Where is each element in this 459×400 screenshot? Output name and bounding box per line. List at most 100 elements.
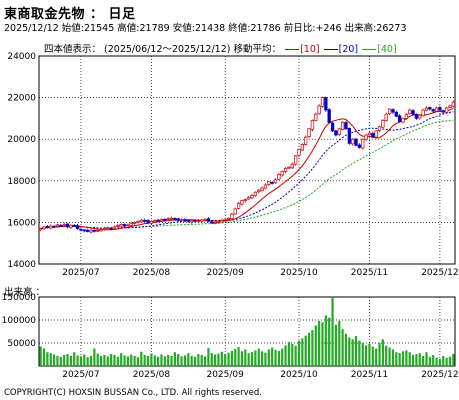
volume-bar bbox=[435, 357, 438, 366]
candle-body bbox=[324, 97, 328, 111]
ma40-line bbox=[40, 120, 454, 230]
candle-body bbox=[428, 107, 432, 110]
volume-bar bbox=[311, 330, 314, 366]
volume-bar bbox=[39, 346, 42, 366]
ma10-label: [10] bbox=[300, 44, 320, 55]
volume-bar bbox=[59, 356, 62, 366]
volume-bar bbox=[126, 356, 130, 366]
candle-body bbox=[139, 219, 143, 223]
candle-body bbox=[421, 109, 425, 117]
candle-body bbox=[210, 221, 214, 224]
candle-body bbox=[223, 218, 227, 221]
volume-bar bbox=[411, 354, 415, 366]
volume-bar bbox=[297, 340, 301, 366]
candle-body bbox=[357, 144, 362, 148]
candle-body bbox=[163, 218, 167, 221]
candle-body bbox=[72, 224, 76, 227]
candle-body bbox=[189, 219, 194, 223]
volume-bar bbox=[106, 356, 109, 366]
volume-bar bbox=[448, 356, 452, 366]
price-tick-label: 20000 bbox=[7, 135, 36, 145]
volume-bar bbox=[49, 353, 52, 366]
candle-body bbox=[62, 224, 66, 226]
volume-bar bbox=[193, 356, 197, 366]
volume-bar bbox=[69, 355, 72, 366]
volume-bar bbox=[314, 325, 317, 366]
volume-bar bbox=[452, 353, 455, 366]
candle-body bbox=[434, 107, 439, 112]
volume-bar bbox=[267, 349, 270, 366]
volume-bar bbox=[321, 322, 324, 366]
candle-body bbox=[226, 217, 231, 220]
candle-body bbox=[119, 224, 123, 227]
volume-bar bbox=[368, 343, 371, 366]
candle-body bbox=[381, 120, 385, 128]
candle-body bbox=[364, 134, 368, 140]
volume-bar bbox=[271, 347, 274, 366]
volume-bar bbox=[341, 329, 344, 366]
volume-bar bbox=[408, 352, 411, 366]
candle-body bbox=[451, 101, 455, 107]
volume-bar bbox=[398, 353, 401, 366]
candle-body bbox=[69, 224, 73, 228]
volume-bar bbox=[395, 352, 398, 366]
volume-bar bbox=[388, 347, 391, 366]
volume-bar bbox=[304, 335, 307, 366]
legend: 四本値表示： (2025/06/12〜2025/12/12) 移動平均： [10… bbox=[44, 44, 397, 55]
candle-body bbox=[367, 132, 372, 135]
volume-bar bbox=[415, 354, 418, 366]
volume-x-tick-label: 2025/09 bbox=[206, 370, 244, 380]
volume-bar bbox=[405, 350, 408, 366]
candle-body bbox=[75, 225, 80, 229]
candle-body bbox=[45, 226, 50, 228]
volume-bar bbox=[227, 352, 230, 366]
price-tick-label: 22000 bbox=[7, 94, 36, 104]
volume-bar bbox=[220, 351, 223, 366]
volume-bar bbox=[120, 353, 123, 366]
info-high-label: 高値 bbox=[117, 23, 137, 34]
volume-bar bbox=[324, 315, 327, 366]
ma40-swatch bbox=[362, 49, 377, 50]
volume-bar bbox=[52, 354, 56, 366]
candle-body bbox=[85, 229, 90, 232]
price-tick-label: 24000 bbox=[7, 52, 36, 62]
candle-body bbox=[206, 218, 211, 222]
volume-bar bbox=[110, 354, 113, 366]
volume-bar bbox=[247, 353, 250, 366]
candle-body bbox=[143, 219, 147, 222]
candle-body bbox=[132, 222, 137, 224]
candle-body bbox=[146, 219, 150, 224]
price-x-tick-label: 2025/12 bbox=[421, 268, 458, 278]
info-low: 21438 bbox=[194, 23, 226, 34]
candle-body bbox=[314, 113, 318, 121]
volume-bar bbox=[348, 337, 351, 366]
candle-body bbox=[408, 109, 412, 115]
candle-body bbox=[290, 163, 294, 169]
candle-body bbox=[89, 229, 93, 233]
info-change-label: 前日比 bbox=[283, 23, 313, 34]
candle-body bbox=[300, 144, 305, 151]
candle-body bbox=[166, 218, 170, 221]
candle-body bbox=[129, 223, 133, 226]
volume-bar bbox=[146, 355, 150, 366]
candle-body bbox=[404, 113, 409, 119]
volume-bar bbox=[103, 354, 106, 366]
candle-body bbox=[116, 225, 120, 227]
volume-bar bbox=[284, 345, 287, 366]
candle-body bbox=[327, 109, 331, 123]
volume-bar bbox=[385, 345, 388, 366]
volume-bar bbox=[425, 352, 428, 366]
candle-body bbox=[340, 122, 345, 130]
price-x-tick-label: 2025/07 bbox=[62, 268, 99, 278]
volume-bar bbox=[167, 354, 170, 366]
candle-body bbox=[260, 187, 264, 192]
candle-body bbox=[109, 227, 113, 230]
volume-bar bbox=[318, 320, 321, 366]
volume-bar bbox=[42, 348, 46, 366]
candle-body bbox=[267, 181, 271, 185]
volume-bar bbox=[264, 352, 267, 366]
volume-bar bbox=[445, 357, 448, 366]
volume-bar bbox=[442, 355, 445, 366]
volume-x-tick-label: 2025/11 bbox=[351, 370, 388, 380]
